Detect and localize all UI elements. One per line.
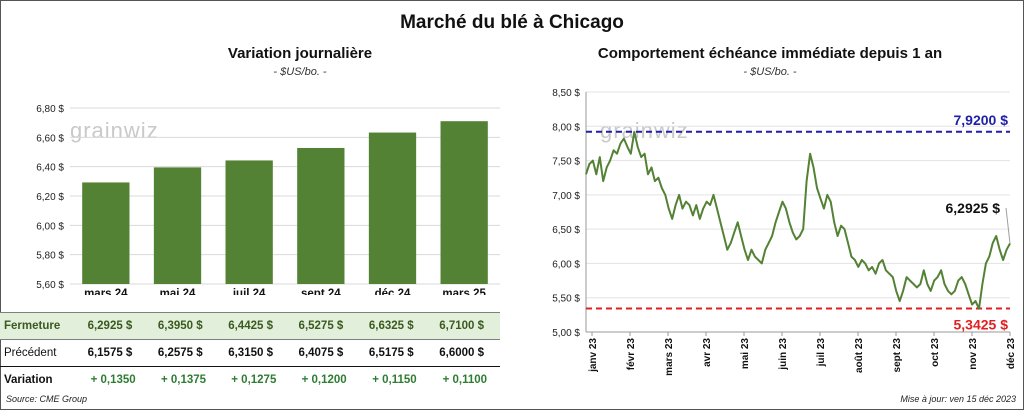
- bar: [440, 121, 488, 284]
- variation-cell: + 0,1150: [359, 366, 430, 393]
- watermark-right: grainwiz: [600, 118, 689, 143]
- close-row: Fermeture 6,2925 $ 6,3950 $ 6,4425 $ 6,5…: [0, 312, 500, 340]
- line-y-tick-label: 6,50 $: [552, 225, 580, 236]
- line-x-tick-label: sept 23: [892, 338, 903, 373]
- variation-cell: + 0,1200: [288, 366, 360, 393]
- line-x-tick-label: août 23: [854, 338, 865, 373]
- bar: [153, 167, 202, 284]
- line-x-tick-label: juil 23: [816, 338, 827, 368]
- watermark-left: grainwiz: [70, 118, 159, 143]
- line-y-tick-label: 6,00 $: [552, 259, 580, 270]
- close-cell: 6,6325 $: [359, 312, 430, 340]
- line-x-tick-label: nov 23: [968, 338, 979, 370]
- bar: [82, 182, 130, 284]
- high-label: 7,9200 $: [954, 112, 1009, 128]
- line-x-tick-label: janv 23: [588, 338, 599, 373]
- main-title: Marché du blé à Chicago: [400, 12, 624, 33]
- line-x-tick-label: juin 23: [778, 338, 789, 371]
- close-label: Fermeture: [0, 312, 78, 340]
- bar: [368, 132, 417, 284]
- line-x-tick-label: mai 23: [740, 338, 751, 370]
- variation-row: Variation + 0,1350 + 0,1375 + 0,1275 + 0…: [0, 366, 500, 393]
- variation-cell: + 0,1275: [218, 366, 289, 393]
- line-y-tick-label: 7,50 $: [552, 157, 580, 168]
- line-y-tick-label: 5,00 $: [552, 328, 580, 339]
- line-y-tick-label: 5,50 $: [552, 294, 580, 305]
- close-cell: 6,3950 $: [148, 312, 219, 340]
- source-note: Source: CME Group: [6, 394, 88, 404]
- prev-cell: 6,6000 $: [439, 347, 484, 359]
- bar-category-label: mai 24: [160, 288, 196, 295]
- line-y-tick-label: 8,50 $: [552, 88, 580, 99]
- variation-label: Variation: [0, 366, 78, 393]
- close-cell: 6,4425 $: [218, 312, 289, 340]
- line-y-tick-label: 8,00 $: [552, 122, 580, 133]
- prev-cell: 6,1575 $: [87, 347, 133, 359]
- close-cell: 6,2925 $: [78, 312, 149, 340]
- line-chart-subtitle: - $US/bo. -: [743, 66, 797, 78]
- variation-cell: + 0,1350: [78, 366, 149, 393]
- last-value-label: 6,2925 $: [946, 200, 1001, 216]
- updated-note: Mise à jour: ven 15 déc 2023: [900, 394, 1016, 404]
- line-x-tick-label: mars 23: [664, 338, 675, 376]
- low-label: 5,3425 $: [954, 317, 1009, 333]
- bar-y-tick-label: 6,60 $: [36, 133, 64, 144]
- line-y-tick-label: 7,00 $: [552, 191, 580, 202]
- bar-chart: 5,60 $ 5,80 $ 6,00 $ 6,20 $ 6,40 $ 6,60 $ 6,80…: [36, 104, 500, 295]
- line-chart: 5,00 $ 5,50 $ 6,00 $ 6,50 $ 7,00 $ 7,50 $ 8,00…: [552, 88, 1017, 376]
- bar: [225, 160, 273, 284]
- line-x-tick-label: avr 23: [702, 338, 713, 367]
- close-cell: 6,7100 $: [429, 312, 500, 340]
- prev-row: Précédent 6,1575 $ 6,2575 $ 6,3150 $ 6,4…: [0, 340, 500, 367]
- bar: [297, 147, 345, 284]
- bar-y-tick-label: 6,40 $: [36, 163, 64, 174]
- last-value-leader: [1005, 207, 1011, 244]
- bar-y-tick-label: 6,00 $: [36, 221, 64, 232]
- bar-y-tick-label: 5,60 $: [36, 280, 64, 291]
- line-x-tick-label: févr 23: [626, 338, 637, 371]
- bar-category-label: mars 25: [442, 288, 486, 295]
- bar-category-label: sept 24: [301, 288, 341, 295]
- prev-cell: 6,3150 $: [228, 347, 273, 359]
- line-chart-title: Comportement échéance immédiate depuis 1…: [597, 45, 943, 62]
- line-x-tick-label: déc 23: [1006, 338, 1017, 370]
- prev-label: Précédent: [4, 347, 57, 359]
- bar-category-label: juil 24: [232, 288, 266, 295]
- bar-y-tick-label: 5,80 $: [36, 251, 64, 262]
- prev-cell: 6,2575 $: [157, 347, 203, 359]
- bar-y-tick-label: 6,20 $: [36, 192, 64, 203]
- bar-category-label: déc 24: [375, 288, 411, 295]
- prices-table: Fermeture 6,2925 $ 6,3950 $ 6,4425 $ 6,5…: [0, 312, 500, 393]
- bar-chart-subtitle: - $US/bo. -: [273, 66, 327, 78]
- line-x-tick-label: oct 23: [930, 338, 941, 367]
- close-cell: 6,5275 $: [288, 312, 360, 340]
- prev-cell: 6,4075 $: [298, 347, 344, 359]
- price-series-line: [585, 130, 1011, 310]
- bar-category-label: mars 24: [84, 288, 128, 295]
- variation-cell: + 0,1375: [148, 366, 219, 393]
- bar-chart-title: Variation journalière: [227, 45, 373, 62]
- prev-cell: 6,5175 $: [368, 347, 414, 359]
- bar-y-tick-label: 6,80 $: [36, 104, 64, 115]
- variation-cell: + 0,1100: [429, 366, 500, 393]
